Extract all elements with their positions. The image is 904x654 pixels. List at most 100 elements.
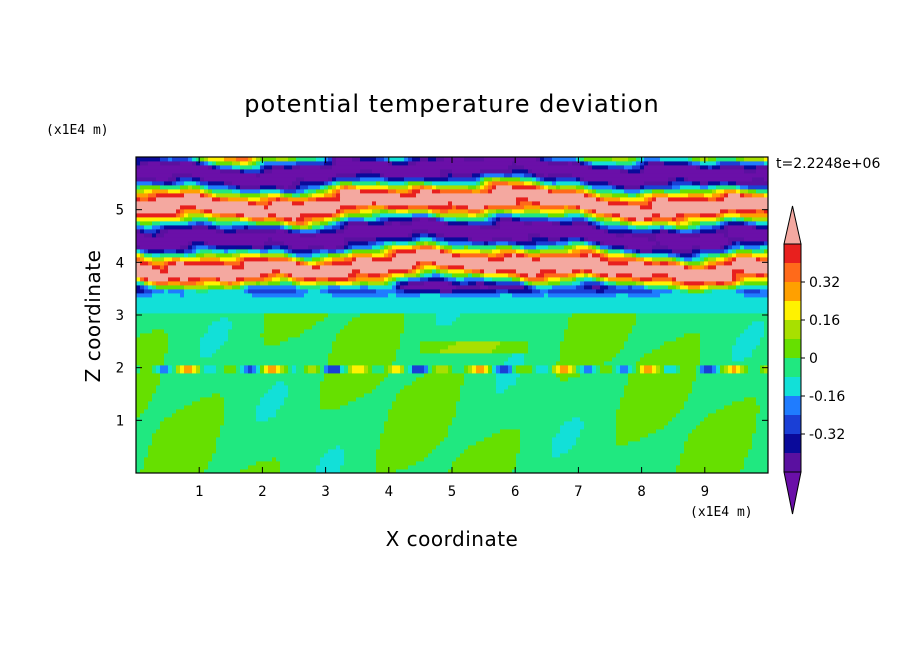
contour-cell xyxy=(432,245,437,250)
contour-cell xyxy=(720,213,725,218)
contour-cell xyxy=(744,329,765,334)
contour-cell xyxy=(264,161,297,166)
contour-cell xyxy=(284,369,289,374)
contour-cell xyxy=(364,369,369,374)
contour-cell xyxy=(328,253,341,258)
contour-cell xyxy=(392,245,413,250)
contour-cell xyxy=(372,209,381,214)
contour-cell xyxy=(188,185,193,190)
contour-cell xyxy=(328,285,341,290)
contour-cell xyxy=(200,353,213,358)
contour-cell xyxy=(496,241,509,246)
contour-cell xyxy=(740,281,745,286)
contour-cell xyxy=(676,177,685,182)
contour-cell xyxy=(636,217,645,222)
contour-cell xyxy=(528,345,561,350)
contour-cell xyxy=(280,269,353,274)
contour-cell xyxy=(632,285,645,290)
contour-cell xyxy=(724,193,729,198)
contour-cell xyxy=(380,217,389,222)
contour-cell xyxy=(644,193,653,198)
contour-cell xyxy=(544,173,549,178)
contour-cell xyxy=(324,257,333,262)
contour-cell xyxy=(484,241,489,246)
contour-cell xyxy=(136,433,153,438)
contour-cell xyxy=(632,325,749,330)
contour-cell xyxy=(588,237,649,242)
contour-cell xyxy=(584,269,593,274)
contour-cell xyxy=(400,345,421,350)
contour-cell xyxy=(256,173,261,178)
contour-cell xyxy=(336,217,341,222)
contour-cell xyxy=(404,317,437,322)
contour-cell xyxy=(748,325,765,330)
contour-cell xyxy=(152,437,217,442)
contour-cell xyxy=(728,369,733,374)
contour-cell xyxy=(680,257,685,262)
contour-cell xyxy=(628,157,637,162)
contour-cell xyxy=(752,433,768,438)
contour-cell xyxy=(520,429,561,434)
contour-cell xyxy=(476,177,481,182)
contour-cell xyxy=(344,249,349,254)
contour-cell xyxy=(136,325,209,330)
contour-cell xyxy=(208,285,225,290)
contour-cell xyxy=(168,261,177,266)
contour-cell xyxy=(764,325,768,330)
contour-cell xyxy=(728,233,768,238)
contour-cell xyxy=(536,285,553,290)
contour-cell xyxy=(168,269,273,274)
contour-cell xyxy=(700,253,709,258)
contour-cell xyxy=(612,213,621,218)
contour-cell xyxy=(376,461,417,466)
contour-cell xyxy=(436,369,449,374)
contour-cell xyxy=(700,213,717,218)
contour-cell xyxy=(528,281,533,286)
contour-cell xyxy=(596,365,601,370)
contour-cell xyxy=(520,201,533,206)
contour-cell xyxy=(496,381,517,386)
contour-cell xyxy=(156,233,165,238)
contour-cell xyxy=(284,217,293,222)
contour-cell xyxy=(280,365,285,370)
contour-cell xyxy=(656,233,681,238)
contour-cell xyxy=(168,177,177,182)
contour-cell xyxy=(320,397,357,402)
contour-cell xyxy=(348,225,481,230)
contour-cell xyxy=(320,393,365,398)
contour-cell xyxy=(136,361,165,366)
contour-cell xyxy=(268,213,277,218)
contour-cell xyxy=(136,349,169,354)
y-tick-label: 3 xyxy=(116,308,124,324)
contour-cell xyxy=(580,417,617,422)
contour-cell xyxy=(680,281,685,286)
contour-cell xyxy=(268,417,389,422)
contour-cell xyxy=(488,369,493,374)
contour-cell xyxy=(224,365,237,370)
contour-cell xyxy=(516,457,681,462)
contour-cell xyxy=(456,317,569,322)
contour-cell xyxy=(308,289,321,294)
contour-cell xyxy=(500,217,513,222)
contour-cell xyxy=(164,289,169,294)
contour-cell xyxy=(244,289,249,294)
contour-cell xyxy=(336,189,341,194)
contour-cell xyxy=(400,277,409,282)
colorbar-label: -0.16 xyxy=(809,389,845,405)
contour-cell xyxy=(388,177,405,182)
contour-cell xyxy=(436,233,445,238)
contour-cell xyxy=(636,157,641,162)
contour-cell xyxy=(592,277,597,282)
contour-cell xyxy=(520,177,533,182)
contour-cell xyxy=(260,169,265,174)
contour-cell xyxy=(644,217,653,222)
contour-cell xyxy=(340,221,345,226)
contour-cell xyxy=(396,285,401,290)
contour-cell xyxy=(484,209,489,214)
contour-cell xyxy=(636,161,641,166)
contour-cell xyxy=(648,197,653,202)
contour-cell xyxy=(764,157,768,162)
contour-cell xyxy=(756,421,768,426)
contour-cell xyxy=(580,269,585,274)
contour-cell xyxy=(700,353,733,358)
